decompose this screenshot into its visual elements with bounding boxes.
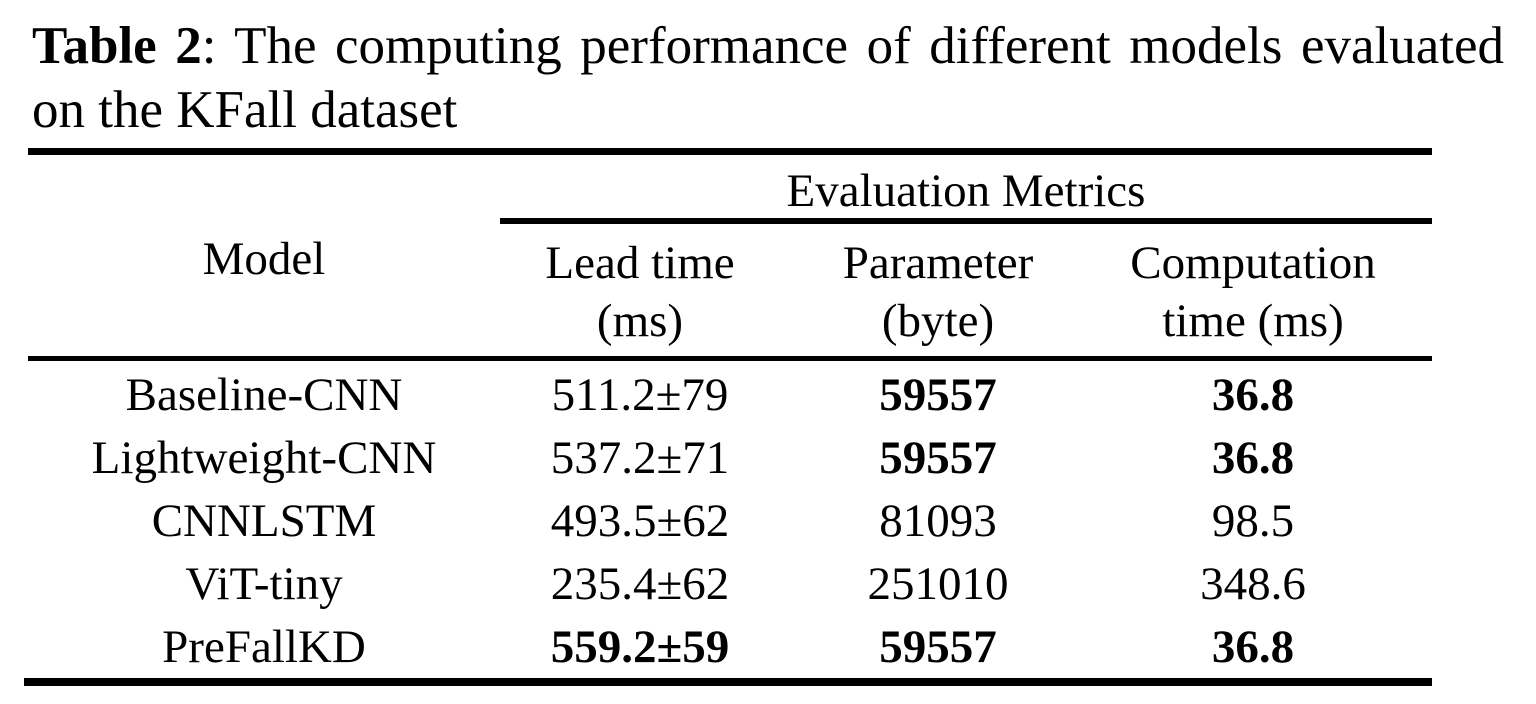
col-header-parameter: Parameter (byte) bbox=[802, 234, 1074, 350]
col-header-lead-time-line2: (ms) bbox=[596, 295, 684, 347]
col-header-lead-time-line1: Lead time bbox=[545, 237, 735, 289]
cell-parameter: 251010 bbox=[867, 558, 1009, 610]
cell-parameter: 59557 bbox=[879, 369, 997, 421]
cell-computation: 36.8 bbox=[1211, 369, 1295, 421]
cell-lead-time: 559.2±59 bbox=[550, 621, 730, 673]
cell-computation: 348.6 bbox=[1200, 558, 1306, 610]
col-header-lead-time: Lead time (ms) bbox=[508, 234, 772, 350]
cell-model: PreFallKD bbox=[162, 621, 366, 673]
table-row: Baseline-CNN 511.2±79 59557 36.8 bbox=[28, 366, 1432, 428]
cell-computation: 36.8 bbox=[1211, 621, 1295, 673]
col-header-model: Model bbox=[202, 233, 326, 285]
col-header-parameter-line1: Parameter bbox=[842, 237, 1034, 289]
caption-label: Table 2 bbox=[32, 17, 202, 75]
cell-model: Baseline-CNN bbox=[125, 369, 403, 421]
cell-model: Lightweight-CNN bbox=[91, 432, 437, 484]
cell-lead-time: 537.2±71 bbox=[550, 432, 730, 484]
cell-parameter: 81093 bbox=[879, 495, 997, 547]
cell-lead-time: 235.4±62 bbox=[550, 558, 730, 610]
group-header: Evaluation Metrics bbox=[786, 165, 1146, 217]
cell-computation: 36.8 bbox=[1211, 432, 1295, 484]
table-row: PreFallKD 559.2±59 59557 36.8 bbox=[28, 618, 1432, 680]
group-rule bbox=[500, 218, 1432, 224]
table-row: CNNLSTM 493.5±62 81093 98.5 bbox=[28, 492, 1432, 554]
cell-lead-time: 493.5±62 bbox=[550, 495, 730, 547]
cell-lead-time: 511.2±79 bbox=[551, 369, 729, 421]
performance-table: Evaluation Metrics Model Lead time (ms) … bbox=[24, 148, 1432, 688]
cell-model: CNNLSTM bbox=[151, 495, 377, 547]
col-header-computation-line2: time (ms) bbox=[1162, 295, 1344, 347]
header-rule bbox=[28, 356, 1432, 361]
caption-text: : The computing performance of different… bbox=[32, 17, 1504, 139]
top-rule bbox=[28, 148, 1432, 155]
cell-parameter: 59557 bbox=[879, 432, 997, 484]
table-row: Lightweight-CNN 537.2±71 59557 36.8 bbox=[28, 429, 1432, 491]
cell-parameter: 59557 bbox=[879, 621, 997, 673]
col-header-computation-line1: Computation bbox=[1130, 237, 1376, 289]
col-header-computation: Computation time (ms) bbox=[1098, 234, 1408, 350]
bottom-rule bbox=[24, 678, 1432, 686]
table-caption: Table 2: The computing performance of di… bbox=[32, 14, 1504, 142]
table-row: ViT-tiny 235.4±62 251010 348.6 bbox=[28, 555, 1432, 617]
cell-computation: 98.5 bbox=[1211, 495, 1295, 547]
col-header-parameter-line2: (byte) bbox=[881, 295, 995, 347]
cell-model: ViT-tiny bbox=[185, 558, 343, 610]
